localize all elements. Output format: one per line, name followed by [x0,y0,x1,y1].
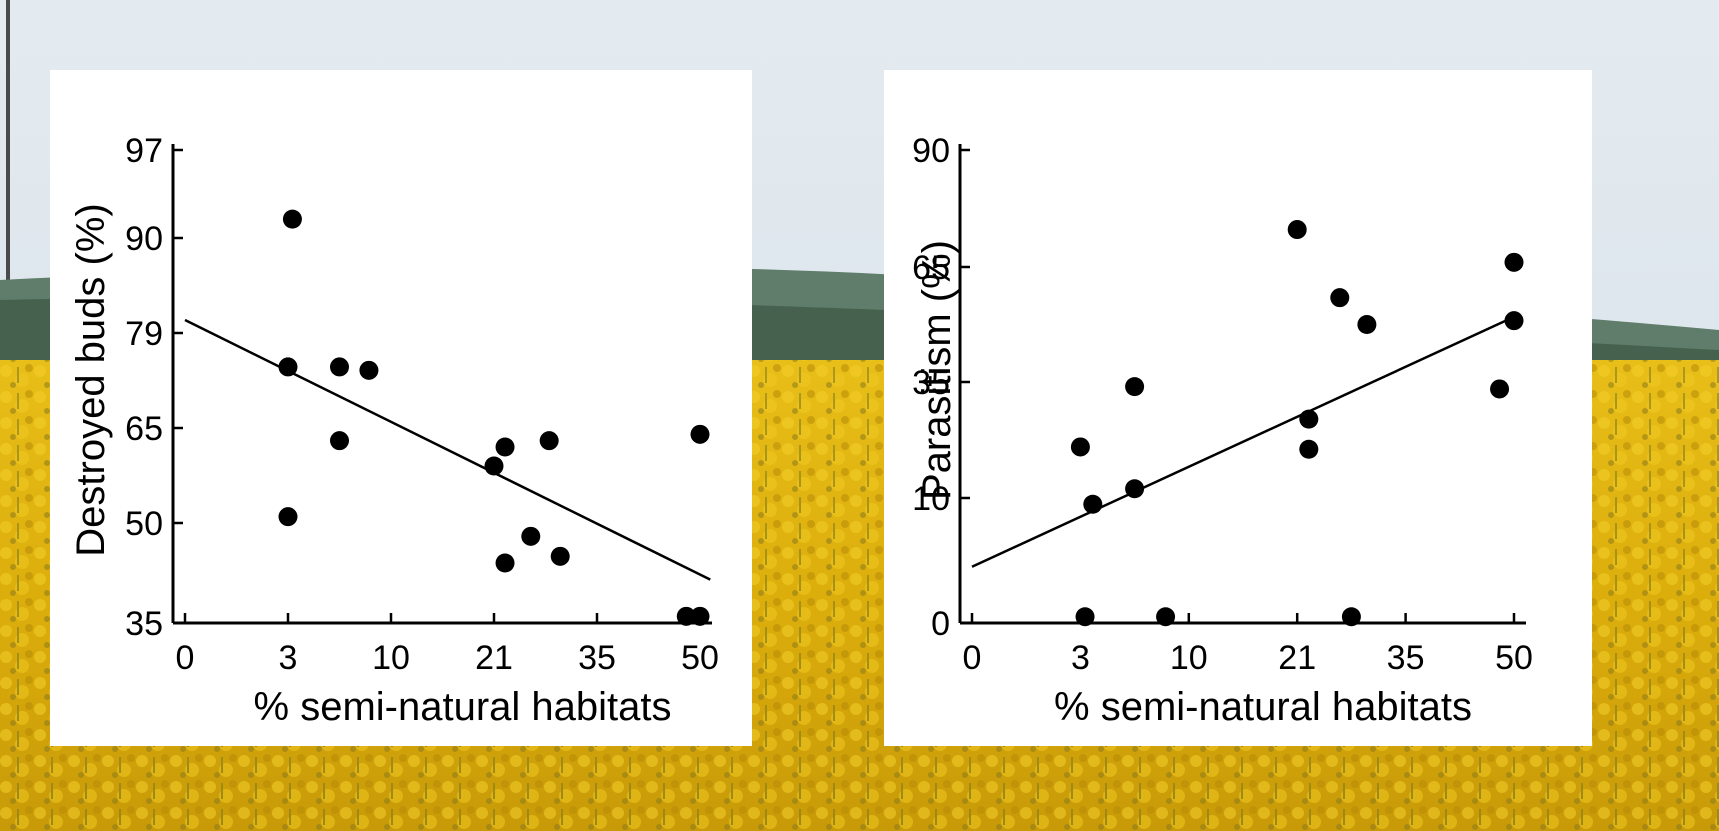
y-tick-label: 97 [125,132,163,170]
x-tick-label: 0 [963,639,982,677]
data-point [282,209,302,229]
data-point [1070,437,1090,457]
data-point [1504,311,1524,331]
data-point [690,424,710,444]
x-tick-label: 10 [1170,639,1208,677]
x-tick-label: 50 [1495,639,1533,677]
data-point [330,357,349,377]
y-tick-label: 35 [912,364,950,402]
regression-line [184,318,711,581]
data-point [1504,252,1524,272]
data-point [1075,607,1095,627]
data-point [359,360,379,380]
data-point [676,606,696,626]
data-point [1299,439,1319,459]
data-point [1490,379,1510,399]
x-axis-title: % semi-natural habitats [254,685,672,729]
y-tick-label: 0 [931,605,950,643]
scatter-chart-destroyed-buds: 0 3 10 21 35 50 35 50 65 79 90 97 % semi-natural hab… [69,132,719,729]
data-point [521,526,541,546]
data-point [495,553,515,573]
chart-panel-destroyed-buds: 0 3 10 21 35 50 35 50 65 79 90 97 % semi-natural hab… [50,70,752,746]
y-tick-label: 90 [912,132,950,170]
y-tick-label: 65 [912,249,950,287]
scatter-chart-parasitism: 0 3 10 21 35 50 0 10 35 65 90 % semi-natural habita… [912,132,1533,729]
x-axis-title: % semi-natural habitats [1054,685,1472,729]
x-tick-label: 50 [681,639,719,677]
data-point [1125,479,1145,499]
data-point [330,431,349,451]
x-tick-label: 10 [372,639,410,677]
x-tick-label: 35 [578,639,616,677]
data-point [539,431,559,451]
data-point [1299,409,1319,429]
y-axis-title: Destroyed buds (%) [69,203,113,556]
x-tick-label: 35 [1387,639,1425,677]
chart-panel-parasitism: 0 3 10 21 35 50 0 10 35 65 90 % semi-natural habita… [884,70,1592,746]
y-tick-label: 50 [125,505,163,543]
data-point [1357,315,1377,334]
data-point [550,546,570,566]
x-tick-label: 21 [1278,639,1316,677]
y-tick-label: 10 [912,480,950,518]
data-point [1156,607,1176,627]
x-tick-label: 0 [176,639,195,677]
y-axis-title: Parasitism (%) [915,240,959,500]
data-point [1341,607,1361,627]
y-tick-label: 35 [125,605,163,643]
regression-line [971,315,1515,568]
data-point [278,507,298,527]
data-point [278,357,298,377]
data-point [1083,494,1103,514]
data-point [690,606,710,626]
data-point [495,437,515,457]
y-tick-label: 65 [125,410,163,448]
data-point [1287,220,1307,240]
x-tick-label: 3 [279,639,298,677]
data-point [484,456,504,476]
data-point [1330,288,1350,308]
y-tick-label: 79 [125,315,163,353]
x-tick-label: 3 [1071,639,1090,677]
x-tick-label: 21 [475,639,513,677]
data-point [1125,377,1145,397]
y-tick-label: 90 [125,220,163,258]
